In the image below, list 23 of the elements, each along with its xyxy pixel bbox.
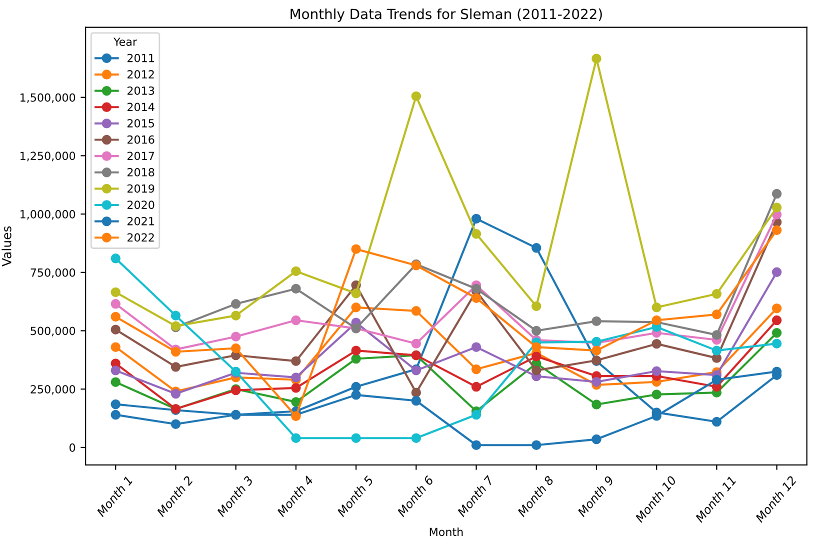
y-tick-label: 1,250,000 bbox=[20, 152, 76, 162]
legend-label: 2021 bbox=[128, 216, 154, 226]
y-tick-label: 1,500,000 bbox=[20, 93, 76, 103]
legend-label: 2017 bbox=[128, 152, 154, 160]
y-tick-label: 0 bbox=[70, 443, 76, 452]
legend-label: 2022 bbox=[128, 233, 154, 242]
y-tick-label: 1,000,000 bbox=[20, 210, 76, 220]
legend-label: 2016 bbox=[128, 135, 154, 144]
y-axis-title: Values bbox=[2, 226, 12, 266]
chart-title: Monthly Data Trends for Sleman (2011-2022) bbox=[290, 8, 602, 22]
legend-label: 2019 bbox=[128, 184, 154, 193]
x-axis-title: Month bbox=[430, 528, 463, 536]
legend-label: 2015 bbox=[128, 119, 154, 128]
y-tick-label: 250,000 bbox=[30, 385, 76, 395]
legend-title: Year bbox=[113, 38, 138, 46]
legend-label: 2014 bbox=[128, 102, 154, 112]
y-tick-label: 500,000 bbox=[30, 326, 76, 336]
legend-label: 2018 bbox=[128, 168, 154, 176]
y-tick-label: 750,000 bbox=[30, 268, 76, 278]
legend-label: 2012 bbox=[128, 70, 154, 79]
legend-label: 2011 bbox=[128, 54, 154, 62]
legend-label: 2013 bbox=[128, 86, 154, 95]
legend-label: 2020 bbox=[128, 200, 154, 210]
